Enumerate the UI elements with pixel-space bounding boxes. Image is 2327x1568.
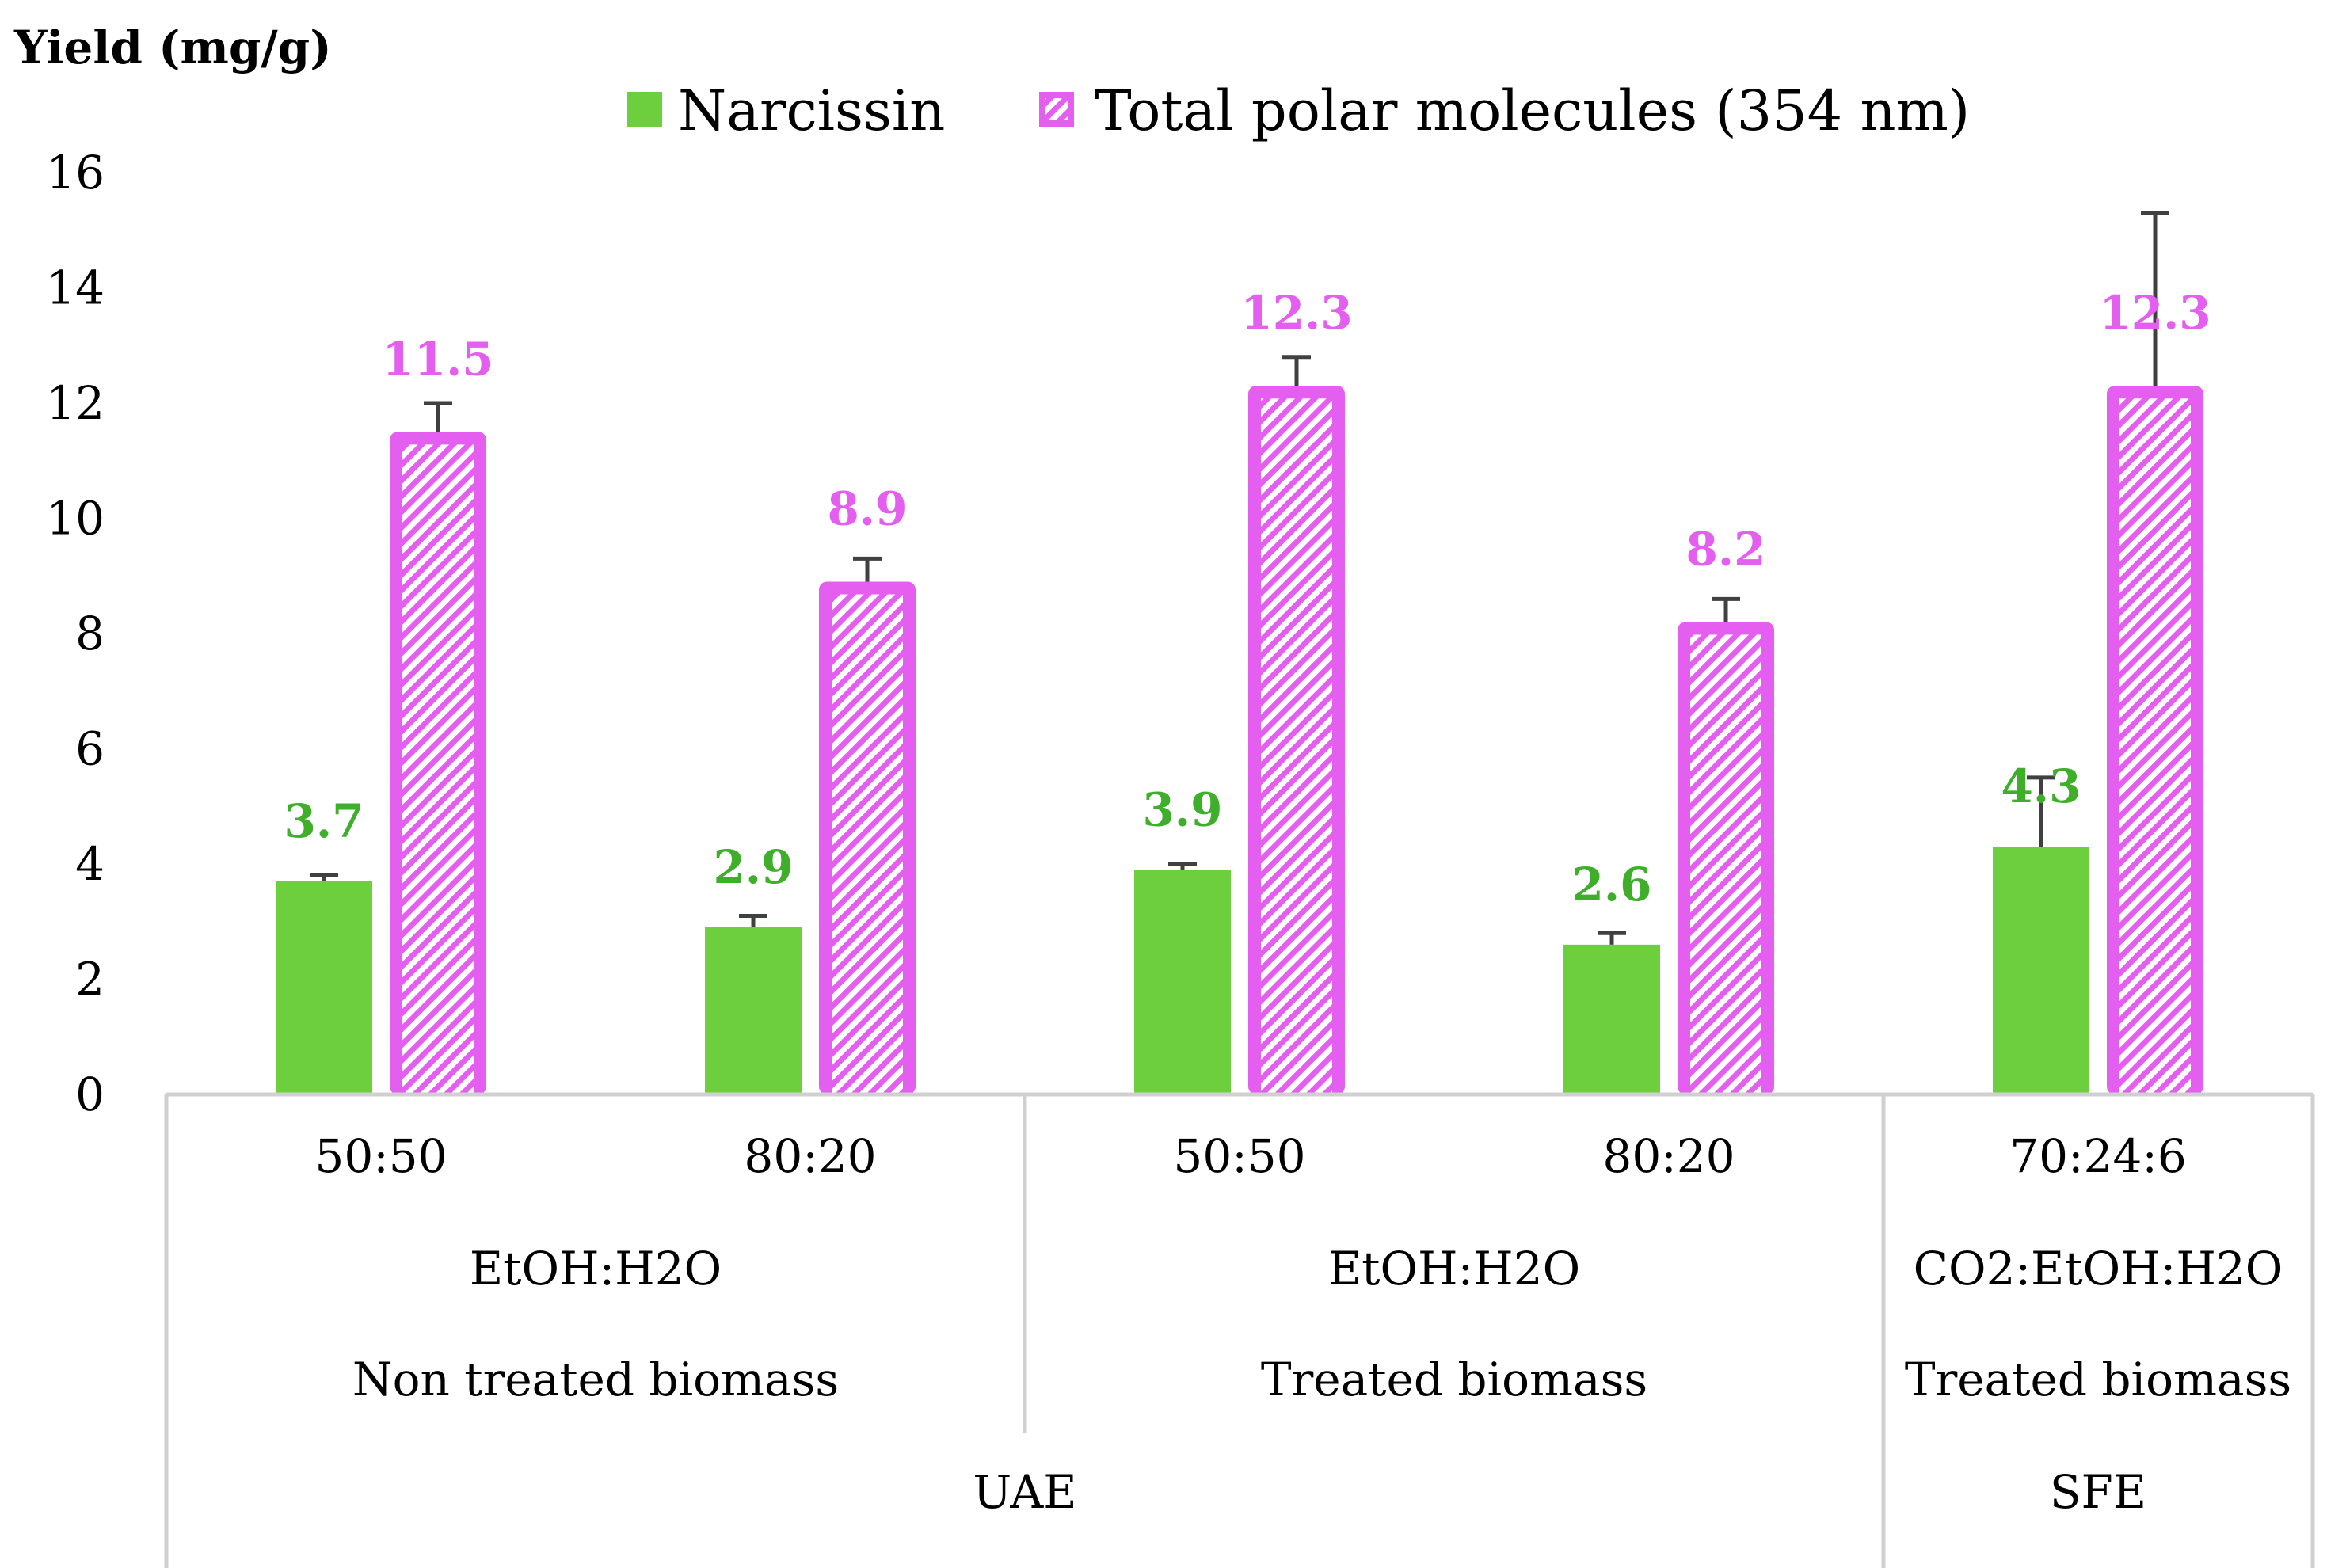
bar-total-polar-fill [2119,398,2191,1094]
data-label: 12.3 [2099,286,2211,340]
x-category-label: 70:24:6 [2009,1129,2187,1183]
legend-label-narcissin: Narcissin [678,78,945,143]
data-labels: 3.7 2.9 3.9 2.6 4.3 11.5 8.9 12.3 8.2 12.3 [284,286,2211,911]
x-group-label-biomass: Non treated biomass [352,1353,839,1406]
y-tick-label: 16 [46,146,105,200]
data-label: 4.3 [2001,759,2081,813]
data-label: 12.3 [1240,286,1352,340]
data-label: 11.5 [382,332,493,386]
bars [276,386,2203,1094]
legend-swatch-inner [1045,98,1068,120]
y-axis-ticks: 0 2 4 6 8 10 12 14 16 [46,146,105,1121]
y-tick-label: 0 [75,1068,105,1121]
data-label: 8.2 [1686,522,1766,576]
bar-narcissin [1993,847,2089,1094]
bar-total-polar-fill [402,444,474,1094]
x-category-label: 80:20 [744,1129,876,1183]
data-label: 2.9 [714,840,794,894]
data-label: 2.6 [1572,858,1652,911]
bar-narcissin [1134,870,1231,1094]
legend-swatch-narcissin [627,92,662,127]
x-group-label-solvent: EtOH:H2O [1328,1242,1580,1296]
error-bars [310,211,2169,945]
y-tick-label: 8 [75,607,105,660]
bar-total-polar-fill [1261,398,1332,1094]
bar-narcissin [1563,944,1660,1094]
x-group-label-method: UAE [973,1465,1076,1519]
data-label: 8.9 [828,482,908,536]
x-category-label: 50:50 [1173,1129,1305,1183]
bar-total-polar-fill [1690,634,1761,1094]
y-tick-label: 14 [46,261,105,315]
legend-label-total-polar: Total polar molecules (354 nm) [1095,78,1970,143]
y-tick-label: 12 [46,376,105,430]
x-group-label-solvent: CO2:EtOH:H2O [1914,1242,2283,1296]
y-axis-title: Yield (mg/g) [13,21,332,74]
y-tick-label: 6 [75,722,105,776]
data-label: 3.7 [284,794,364,848]
x-group-label-method: SFE [2050,1465,2146,1519]
y-tick-label: 10 [46,492,105,546]
y-tick-label: 2 [75,953,105,1007]
x-axis: 50:50 80:20 50:50 80:20 70:24:6 EtOH:H2O EtOH:… [164,1092,2315,1568]
bar-total-polar-fill [832,594,903,1094]
legend: Narcissin Total polar molecules (354 nm) [627,78,1970,143]
x-category-label: 80:20 [1602,1129,1735,1183]
x-category-label: 50:50 [314,1129,447,1183]
x-group-label-solvent: EtOH:H2O [470,1242,722,1296]
x-group-label-biomass: Treated biomass [1905,1353,2291,1406]
bar-narcissin [276,881,372,1094]
x-group-label-biomass: Treated biomass [1261,1353,1647,1406]
y-tick-label: 4 [75,837,105,891]
bar-narcissin [705,927,802,1094]
data-label: 3.9 [1143,782,1223,836]
